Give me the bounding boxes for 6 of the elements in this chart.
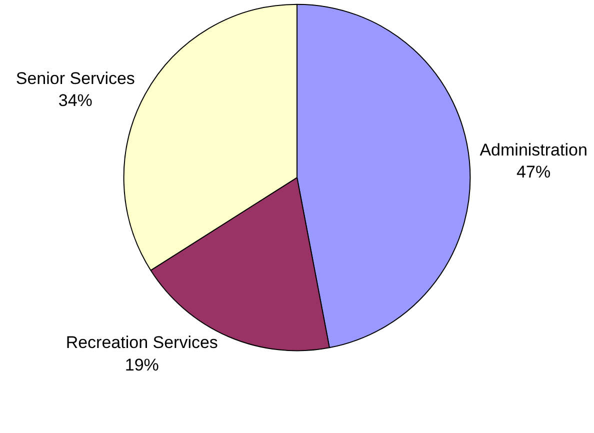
slice-label: Senior Services [16, 68, 135, 88]
slice-label: Administration [480, 140, 588, 160]
data-label: 19% [124, 355, 159, 374]
data-label: 47% [516, 162, 551, 182]
slice-label: Recreation Services [66, 333, 218, 352]
data-label: 34% [58, 90, 92, 110]
